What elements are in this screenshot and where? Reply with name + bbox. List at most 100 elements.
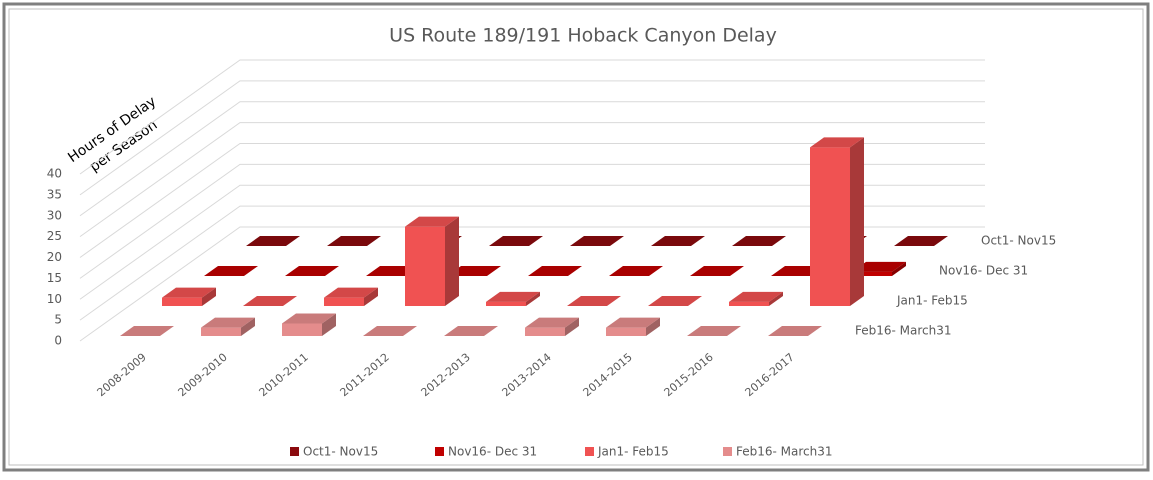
bar [327,236,381,246]
bar-top [729,291,783,302]
bar-side [202,287,216,306]
bar-side [364,287,378,306]
bar [732,236,786,246]
grid-line [79,80,985,196]
bar [243,296,297,306]
bar-side [526,291,540,306]
bar-top [648,296,702,306]
bar [768,326,822,336]
grid-line [79,101,985,217]
bar [687,326,741,336]
grid-line [79,163,985,279]
bar-front [282,323,322,336]
y-tick-label: 40 [47,167,62,181]
legend-swatch [435,447,444,456]
inner-frame [8,8,1144,466]
y-tick-label: 10 [47,292,62,306]
grid-line [79,143,985,258]
bar-top [282,313,336,324]
legend-label: Nov16- Dec 31 [448,445,537,459]
bar-top [894,236,948,246]
bar-side [892,261,906,276]
legend-swatch [723,447,732,456]
bar-top [162,287,216,298]
y-tick-label: 30 [47,208,62,222]
y-tick-label: 35 [47,187,62,201]
grid-line [79,226,985,342]
bar [324,287,378,306]
bar [120,326,174,336]
depth-label: Feb16- March31 [855,324,952,338]
bar-top [246,236,300,246]
grid-line [79,205,985,321]
y-tick-label: 0 [54,334,62,348]
grid-line [79,184,985,300]
bar [648,296,702,306]
bar-top [447,266,501,276]
legend-swatch [585,447,594,456]
bar-top [489,236,543,246]
bar-front [810,147,850,306]
bar [489,236,543,246]
bar-top [327,236,381,246]
bar-top [525,317,579,328]
bar [810,137,864,306]
bar [486,291,540,306]
legend-swatch [290,447,299,456]
bar-top [570,236,624,246]
bar-side [322,313,336,336]
bar-top [732,236,786,246]
bar-top [567,296,621,306]
legend-label: Oct1- Nov15 [303,445,378,459]
y-tick-label: 20 [47,250,62,264]
bar-top [324,287,378,298]
bar [528,266,582,276]
bar-front [201,327,241,336]
bar-front [162,297,202,306]
bar-top [444,326,498,336]
bar-top [690,266,744,276]
grid-line [79,59,985,175]
bar-top [606,317,660,328]
bar-top [810,137,864,148]
bar-side [445,216,459,306]
bar [405,216,459,306]
bar [204,266,258,276]
bar-front [852,271,892,276]
bar-top [120,326,174,336]
bar-top [768,326,822,336]
bar-top [687,326,741,336]
bar [447,266,501,276]
bar-top [528,266,582,276]
legend-label: Feb16- March31 [736,445,833,459]
bar-top [852,261,906,272]
bar-side [241,317,255,336]
bar-top [243,296,297,306]
bar [606,317,660,336]
bar-top [204,266,258,276]
depth-label: Oct1- Nov15 [981,234,1056,248]
depth-label: Jan1- Feb15 [896,294,968,308]
bar-top [651,236,705,246]
bar-front [324,297,364,306]
bar [729,291,783,306]
bar [894,236,948,246]
bar-top [609,266,663,276]
bar [651,236,705,246]
bar [282,313,336,336]
y-tick-label: 15 [47,271,62,285]
bar [162,287,216,306]
bar [444,326,498,336]
grid-line [79,122,985,238]
bar-side [769,291,783,306]
depth-label: Nov16- Dec 31 [939,264,1028,278]
bar-top [486,291,540,302]
bar-side [646,317,660,336]
bar-top [201,317,255,328]
bar [852,261,906,276]
bar [285,266,339,276]
bar [363,326,417,336]
y-tick-label: 25 [47,229,62,243]
bar-top [363,326,417,336]
